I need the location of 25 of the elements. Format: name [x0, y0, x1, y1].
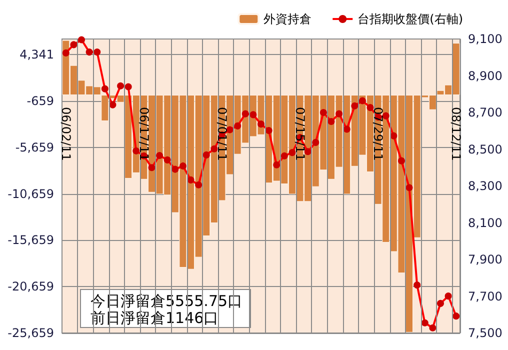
y-tick-label: 4,341	[20, 48, 54, 62]
x-tick-label: 07/29/11	[371, 107, 386, 161]
y2-tick-label: 7,500	[468, 326, 502, 340]
y-tick-label: -15,659	[8, 233, 54, 248]
y2-tick-label: 8,100	[468, 216, 502, 230]
y2-tick-label: 7,900	[468, 252, 502, 266]
legend-label: 外資持倉	[264, 12, 312, 26]
y2-tick-label: 8,900	[468, 68, 502, 83]
bar	[101, 94, 109, 121]
y-tick-label: -5,659	[15, 140, 54, 154]
y-tick-label: -659	[26, 94, 54, 108]
y-tick-label: -20,659	[8, 280, 54, 294]
legend-label: 台指期收盤價(右軸)	[358, 12, 464, 26]
y2-tick-label: 7,700	[468, 289, 502, 304]
y2-tick-label: 9,100	[468, 32, 502, 46]
x-tick-label: 08/12/11	[449, 107, 464, 161]
y2-tick-label: 8,700	[468, 106, 502, 120]
y2-tick-label: 8,500	[468, 142, 502, 156]
y-tick-label: -10,659	[8, 186, 54, 201]
x-tick-label: 07/01/11	[214, 107, 229, 161]
y-tick-label: -25,659	[8, 326, 54, 340]
y2-tick-label: 8,300	[468, 179, 502, 193]
x-tick-label: 06/17/11	[136, 107, 151, 161]
x-tick-label: 06/02/11	[58, 107, 73, 161]
x-tick-label: 07/15/11	[293, 107, 308, 161]
